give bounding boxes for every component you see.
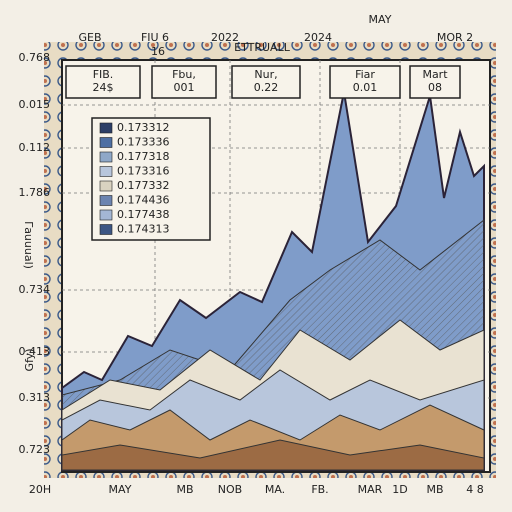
top-label: 2024 — [304, 31, 332, 44]
legend-swatch — [99, 166, 113, 177]
legend-label: 0.177332 — [117, 179, 170, 192]
top-label: FIU 6 — [141, 31, 169, 44]
legend-swatch — [99, 137, 113, 148]
y-label: 0.015 — [19, 98, 51, 111]
legend-label: 0.174436 — [117, 194, 170, 207]
callout-text: 24$ — [93, 81, 114, 94]
callout-box — [65, 65, 141, 99]
callout-text: Fiar — [355, 68, 375, 81]
legend-label: 0.173336 — [117, 136, 170, 149]
top-label: ETTRUALL — [234, 41, 291, 54]
legend-swatch — [99, 151, 113, 163]
legend-swatch — [99, 122, 113, 134]
y-label: 0.768 — [19, 51, 51, 64]
top-label: MAY — [369, 13, 392, 26]
callout-text: 08 — [428, 81, 442, 94]
x-label: NOB — [218, 483, 242, 496]
x-label: MAR — [358, 483, 383, 496]
foreground-hills — [61, 439, 485, 471]
callout-text: 001 — [174, 81, 195, 94]
legend-label: 0.173312 — [117, 121, 170, 134]
x-label: 20H — [29, 483, 51, 496]
y-label: 0.112 — [19, 141, 51, 154]
top-label: MOR 2 — [437, 31, 473, 44]
y-label: 0.413 — [19, 345, 51, 358]
callout-text: 0.01 — [353, 81, 378, 94]
callout-box — [329, 65, 401, 99]
x-label: FB. — [311, 483, 328, 496]
callout-text: Nur, — [254, 68, 277, 81]
callout-text: Fbu, — [172, 68, 196, 81]
x-label: 4 8 — [466, 483, 484, 496]
legend-swatch — [99, 224, 113, 235]
callout-text: FIB. — [93, 68, 114, 81]
legend-swatch — [99, 180, 113, 192]
top-label: 2022 — [211, 31, 239, 44]
x-label: MAY — [109, 483, 132, 496]
callout-text: 0.22 — [254, 81, 279, 94]
y-title: Γauuual) — [22, 221, 35, 269]
callout-box — [231, 65, 301, 99]
y-label: 0.313 — [19, 391, 51, 404]
x-label: MB — [426, 483, 443, 496]
callout-text: Mart — [422, 68, 448, 81]
legend-label: 0.177438 — [117, 208, 170, 221]
y-title: Gfy) — [23, 348, 36, 371]
legend-label: 0.174313 — [117, 223, 170, 236]
x-label: 1D — [392, 483, 407, 496]
callout-box — [409, 65, 461, 99]
top-label: 16 — [151, 45, 165, 58]
x-label: MB — [176, 483, 193, 496]
legend-label: 0.177318 — [117, 150, 170, 163]
legend-label: 0.173316 — [117, 165, 170, 178]
y-label: 0.734 — [19, 283, 51, 296]
callout-box — [151, 65, 217, 99]
legend-swatch — [99, 209, 113, 221]
legend-swatch — [99, 195, 113, 206]
y-label: 0.723 — [19, 443, 51, 456]
x-label: MA. — [265, 483, 285, 496]
top-label: GEB — [78, 31, 101, 44]
y-label: 1.786 — [19, 186, 51, 199]
